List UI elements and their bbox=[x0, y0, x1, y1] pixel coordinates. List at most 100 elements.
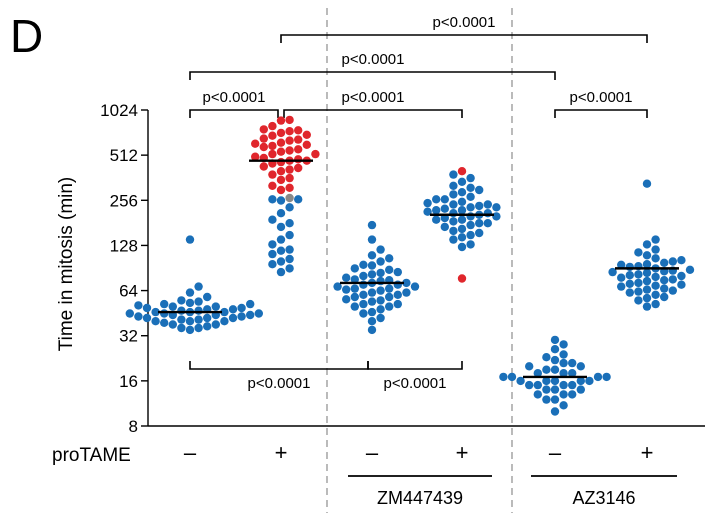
data-point-0-15 bbox=[142, 303, 152, 313]
data-point-0-37 bbox=[246, 299, 255, 309]
data-point-1-26 bbox=[268, 141, 277, 151]
data-point-7-13 bbox=[550, 345, 560, 354]
data-point-8-41 bbox=[642, 260, 652, 269]
data-point-3-16 bbox=[276, 235, 286, 244]
data-point-3-13 bbox=[276, 267, 286, 277]
data-point-7-8 bbox=[550, 365, 560, 374]
data-point-7-25 bbox=[602, 372, 611, 382]
data-point-4-8 bbox=[367, 251, 377, 260]
data-point-3-15 bbox=[276, 246, 286, 255]
data-point-7-29 bbox=[533, 369, 542, 378]
data-point-0-13 bbox=[237, 312, 246, 321]
data-point-5-4 bbox=[440, 195, 449, 204]
y-tick-label-256: 256 bbox=[110, 191, 138, 210]
data-point-7-27 bbox=[533, 380, 542, 390]
data-point-1-28 bbox=[285, 165, 294, 174]
data-point-7-7 bbox=[559, 369, 568, 378]
data-point-1-29 bbox=[285, 173, 294, 183]
data-point-0-4 bbox=[160, 299, 169, 309]
data-point-5-5 bbox=[475, 219, 484, 228]
data-point-7-32 bbox=[542, 353, 551, 362]
data-point-4-17 bbox=[367, 270, 377, 279]
data-point-5-7 bbox=[466, 203, 475, 212]
data-point-5-28 bbox=[466, 192, 475, 201]
data-point-8-5 bbox=[642, 285, 652, 294]
data-point-5-36 bbox=[483, 209, 492, 218]
data-point-1-37 bbox=[276, 157, 286, 167]
data-point-1-38 bbox=[285, 115, 294, 125]
data-point-0-41 bbox=[185, 288, 195, 297]
data-point-7-22 bbox=[542, 395, 551, 404]
data-point-5-11 bbox=[449, 181, 458, 190]
data-point-0-17 bbox=[203, 322, 212, 331]
data-point-4-10 bbox=[385, 302, 394, 311]
data-point-1-7 bbox=[268, 121, 277, 131]
data-point-1-4 bbox=[294, 135, 303, 144]
data-point-5-8 bbox=[457, 197, 467, 206]
data-point-4-28 bbox=[367, 307, 377, 317]
data-point-8-4 bbox=[677, 280, 686, 289]
data-point-8-36 bbox=[651, 272, 660, 282]
data-point-7-10 bbox=[559, 358, 568, 368]
data-point-0-25 bbox=[125, 309, 134, 318]
data-point-5-13 bbox=[449, 209, 458, 218]
data-point-1-36 bbox=[276, 116, 286, 125]
bracket-above-0 bbox=[280, 34, 648, 43]
data-point-5-1 bbox=[457, 206, 467, 215]
data-point-0-33 bbox=[177, 323, 186, 333]
data-point-0-20 bbox=[134, 301, 143, 310]
data-point-0-39 bbox=[254, 309, 263, 318]
data-point-4-42 bbox=[385, 254, 394, 263]
data-point-0-27 bbox=[211, 302, 220, 311]
data-point-0-21 bbox=[228, 313, 238, 323]
y-tick-label-16: 16 bbox=[119, 372, 138, 391]
data-point-3-8 bbox=[285, 245, 294, 254]
data-point-5-9 bbox=[449, 190, 458, 199]
data-point-8-14 bbox=[634, 248, 643, 257]
data-point-7-26 bbox=[576, 376, 585, 386]
data-point-8-12 bbox=[651, 254, 660, 263]
data-point-7-16 bbox=[507, 372, 517, 382]
treatment-mark-1: + bbox=[275, 440, 288, 465]
data-point-5-31 bbox=[466, 173, 475, 183]
data-point-4-16 bbox=[342, 273, 351, 282]
data-point-5-38 bbox=[483, 219, 492, 228]
treatment-mark-3: + bbox=[456, 440, 469, 465]
data-point-4-33 bbox=[367, 317, 377, 326]
data-point-0-43 bbox=[185, 235, 195, 244]
data-point-8-18 bbox=[685, 265, 695, 274]
data-point-0-29 bbox=[177, 306, 186, 315]
data-point-1-19 bbox=[268, 181, 277, 190]
data-point-7-3 bbox=[550, 385, 560, 394]
data-point-4-3 bbox=[385, 292, 394, 302]
data-point-3-17 bbox=[285, 219, 294, 228]
data-point-7-30 bbox=[533, 390, 542, 399]
bracket-above-2 bbox=[189, 109, 279, 118]
data-point-1-35 bbox=[294, 163, 303, 173]
data-point-0-8 bbox=[168, 302, 177, 311]
data-point-8-31 bbox=[660, 284, 669, 293]
bracket-above-1 bbox=[189, 71, 556, 80]
data-point-8-43 bbox=[642, 179, 652, 188]
significance-brackets: p<0.0001 p<0.0001 p<0.0001 p<0.0001 p<0.0001… bbox=[189, 14, 648, 392]
data-point-5-39 bbox=[432, 195, 441, 204]
data-point-0-2 bbox=[185, 317, 195, 326]
data-point-4-6 bbox=[350, 264, 359, 273]
bracket-below-label-1: p<0.0001 bbox=[384, 375, 447, 392]
data-point-8-20 bbox=[617, 273, 626, 282]
data-point-6-0 bbox=[457, 274, 467, 283]
data-point-7-35 bbox=[550, 407, 560, 416]
data-point-3-3 bbox=[276, 209, 286, 218]
data-point-1-20 bbox=[276, 185, 286, 195]
data-point-5-24 bbox=[440, 204, 449, 213]
data-point-3-5 bbox=[276, 222, 286, 232]
data-point-8-29 bbox=[668, 275, 677, 284]
data-point-7-14 bbox=[559, 340, 568, 349]
data-point-7-31 bbox=[568, 358, 577, 368]
data-point-5-29 bbox=[457, 188, 467, 197]
data-points bbox=[125, 115, 695, 416]
data-point-8-30 bbox=[642, 276, 652, 286]
data-point-0-42 bbox=[194, 282, 203, 291]
data-point-1-21 bbox=[311, 149, 320, 159]
data-point-8-3 bbox=[660, 276, 669, 285]
